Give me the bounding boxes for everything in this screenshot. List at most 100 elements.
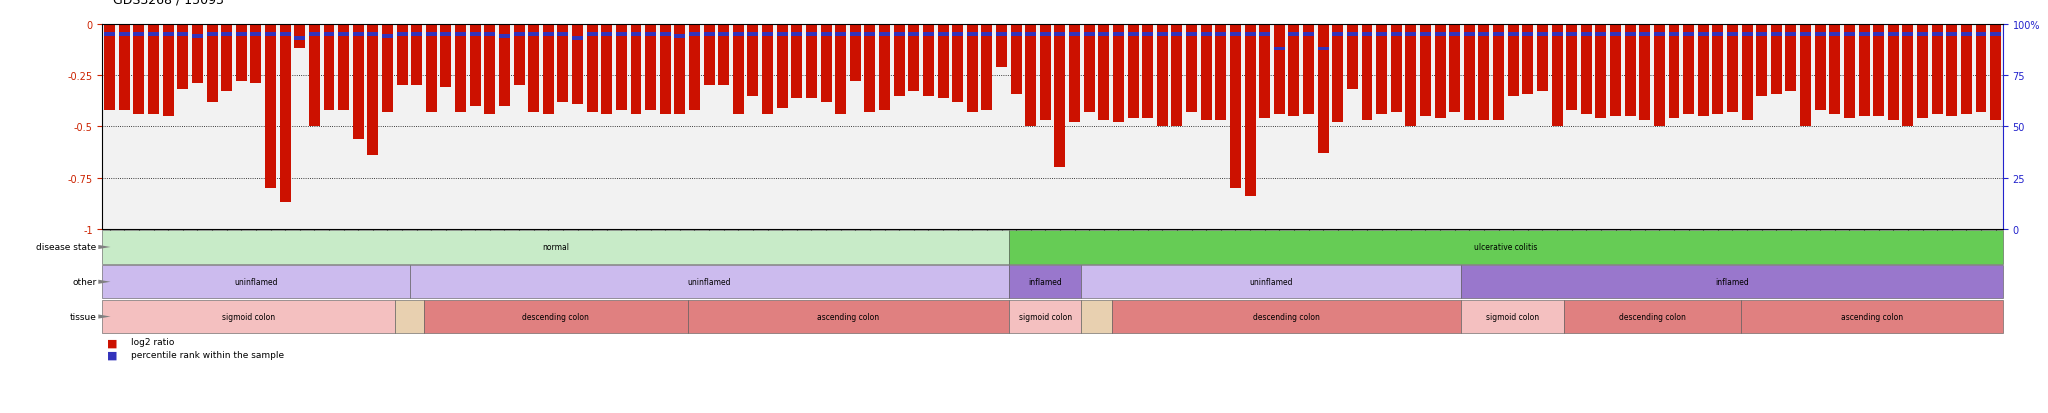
Bar <box>571 37 584 41</box>
Bar <box>147 33 160 37</box>
Bar <box>1010 33 1022 37</box>
Bar <box>1143 33 1153 37</box>
Text: disease state: disease state <box>37 243 96 252</box>
Bar <box>557 33 569 37</box>
Bar <box>879 33 891 37</box>
Bar <box>1683 25 1694 115</box>
Bar <box>631 33 641 37</box>
Bar <box>1655 25 1665 127</box>
Bar <box>938 33 948 37</box>
Bar <box>1112 25 1124 123</box>
Bar <box>659 25 672 115</box>
Bar <box>864 33 874 37</box>
Bar <box>1157 33 1167 37</box>
Bar <box>1040 33 1051 37</box>
Bar <box>1083 33 1096 37</box>
Bar <box>514 25 524 86</box>
Bar <box>440 25 451 88</box>
Bar <box>1726 25 1739 113</box>
Text: ■: ■ <box>106 350 117 360</box>
Bar <box>1655 33 1665 37</box>
Bar <box>1669 25 1679 119</box>
Text: descending colon: descending colon <box>522 312 590 321</box>
Bar <box>1757 33 1767 37</box>
Bar <box>864 25 874 113</box>
Bar <box>1757 25 1767 96</box>
Bar <box>995 33 1008 37</box>
Bar <box>705 25 715 86</box>
Bar <box>324 33 334 37</box>
Text: uninflamed: uninflamed <box>1249 278 1292 287</box>
Bar <box>383 25 393 113</box>
Bar <box>193 25 203 84</box>
Bar <box>1303 25 1315 115</box>
Bar <box>776 25 788 109</box>
Bar <box>104 25 115 111</box>
Bar <box>264 25 276 188</box>
Bar <box>1200 33 1212 37</box>
Bar <box>367 33 379 37</box>
Bar <box>162 25 174 117</box>
Bar <box>367 25 379 156</box>
Bar <box>616 25 627 111</box>
Bar <box>1581 25 1591 115</box>
Bar <box>836 33 846 37</box>
Bar <box>981 33 993 37</box>
Bar <box>1450 25 1460 113</box>
Bar <box>719 33 729 37</box>
Bar <box>1128 25 1139 119</box>
Bar <box>295 37 305 41</box>
Bar <box>1507 33 1520 37</box>
Bar <box>236 33 246 37</box>
Text: inflamed: inflamed <box>1028 278 1063 287</box>
Bar <box>469 33 481 37</box>
Bar <box>1800 25 1810 127</box>
Bar <box>1157 25 1167 127</box>
Bar <box>1493 25 1503 121</box>
Bar <box>1464 33 1475 37</box>
Bar <box>1186 33 1196 37</box>
Bar <box>1464 25 1475 121</box>
Bar <box>500 35 510 39</box>
Bar <box>1610 25 1622 117</box>
Bar <box>776 33 788 37</box>
Bar <box>1391 33 1401 37</box>
Bar <box>967 33 977 37</box>
Bar <box>1362 25 1372 121</box>
Text: ulcerative colitis: ulcerative colitis <box>1475 243 1538 252</box>
Bar <box>1434 25 1446 119</box>
Bar <box>264 33 276 37</box>
Bar <box>412 25 422 86</box>
Bar <box>1669 33 1679 37</box>
Bar <box>1741 33 1753 37</box>
Text: other: other <box>72 278 96 287</box>
Bar <box>1026 33 1036 37</box>
Bar <box>1260 25 1270 119</box>
Text: sigmoid colon: sigmoid colon <box>221 312 274 321</box>
Bar <box>909 25 920 92</box>
Bar <box>1231 25 1241 188</box>
Bar <box>1348 25 1358 90</box>
Bar <box>1245 33 1255 37</box>
Bar <box>1362 33 1372 37</box>
Bar <box>1960 33 1972 37</box>
Bar <box>1712 25 1722 115</box>
Bar <box>133 33 145 37</box>
Bar <box>1860 33 1870 37</box>
Bar <box>807 25 817 98</box>
Bar <box>543 25 553 115</box>
Bar <box>1595 25 1606 119</box>
Bar <box>1552 33 1563 37</box>
Bar <box>1860 25 1870 117</box>
Bar <box>1200 25 1212 121</box>
Bar <box>719 25 729 86</box>
Bar <box>836 25 846 115</box>
Bar <box>397 33 408 37</box>
Bar <box>1786 25 1796 92</box>
Bar <box>324 25 334 111</box>
Bar <box>1171 25 1182 127</box>
Bar <box>586 33 598 37</box>
Bar <box>1698 33 1708 37</box>
Bar <box>602 33 612 37</box>
Bar <box>1493 33 1503 37</box>
